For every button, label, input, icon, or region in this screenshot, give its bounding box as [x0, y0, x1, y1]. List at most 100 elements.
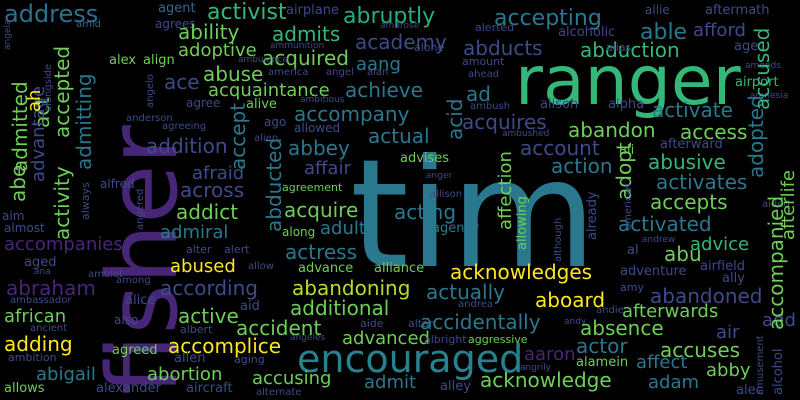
cloud-word: age [734, 39, 759, 54]
cloud-word: accept [226, 102, 250, 170]
cloud-word: anderson [126, 113, 173, 124]
cloud-word: according [160, 276, 258, 300]
cloud-word: abducted [262, 137, 286, 232]
cloud-word: al [627, 243, 639, 258]
cloud-word: abraham [6, 276, 96, 300]
cloud-word: allows [4, 381, 45, 396]
cloud-word: addition [146, 134, 228, 158]
cloud-word: airport [735, 75, 779, 90]
cloud-word: alcoholic [558, 25, 616, 40]
cloud-word: action [551, 154, 613, 178]
cloud-word: acknowledges [450, 260, 593, 284]
cloud-word: address [4, 0, 99, 28]
cloud-word: activist [207, 0, 287, 25]
cloud-word: agree [186, 96, 221, 110]
cloud-word: admit [364, 372, 417, 393]
cloud-word: alfred [100, 177, 135, 191]
cloud-word: acting [394, 200, 457, 224]
cloud-word: almost [4, 221, 45, 235]
cloud-word: admitting [72, 73, 96, 170]
cloud-word: access [680, 120, 748, 144]
cloud-word: activate [652, 98, 733, 122]
cloud-word: alert [224, 243, 250, 256]
cloud-word: abigail [36, 364, 96, 385]
cloud-word: abandoning [292, 276, 411, 300]
cloud-word: alerted [475, 21, 515, 34]
cloud-word: alone [414, 41, 445, 54]
cloud-word: amid [76, 19, 101, 30]
cloud-word: able [640, 20, 688, 45]
cloud-word: allow [248, 261, 274, 272]
cloud-word: alliance [374, 261, 425, 276]
cloud-word: alley [440, 379, 471, 394]
cloud-word: activity [50, 166, 74, 240]
cloud-word: albert [180, 323, 213, 336]
cloud-word: aided [762, 199, 790, 210]
cloud-word: advice [690, 234, 750, 255]
cloud-word: achieve [345, 78, 423, 102]
cloud-word: actually [426, 280, 505, 304]
cloud-word: allowed [294, 121, 341, 135]
cloud-word: ad [466, 82, 491, 106]
cloud-word: andrea [458, 299, 493, 310]
cloud-word: academy [355, 30, 447, 54]
cloud-word: aboard [535, 288, 606, 312]
cloud-word: abruptly [343, 4, 436, 29]
cloud-word: accompany [294, 102, 410, 126]
cloud-word: abby [706, 360, 751, 381]
cloud-word: afterward [660, 137, 723, 152]
cloud-word: ancient [30, 323, 68, 334]
cloud-word: acquire [284, 198, 359, 222]
cloud-word: aid [240, 299, 260, 314]
cloud-word: alan [367, 67, 389, 78]
cloud-word: ammunition [270, 41, 325, 51]
cloud-word: ahead [468, 69, 500, 80]
cloud-word: already [585, 191, 600, 240]
cloud-word: andy [564, 317, 587, 327]
cloud-word: allison [430, 189, 463, 200]
cloud-word: aang [356, 54, 401, 75]
cloud-word: alex [109, 53, 137, 68]
cloud-word: accidentally [420, 310, 541, 334]
cloud-word: accomplice [168, 334, 282, 358]
cloud-word: altar [408, 317, 434, 330]
cloud-word: ambush [470, 101, 511, 112]
cloud-word: abusive [648, 150, 726, 174]
cloud-word: air [716, 322, 740, 343]
cloud-word: admits [272, 22, 341, 46]
cloud-word: account [520, 136, 600, 160]
cloud-word: ace [164, 70, 200, 94]
cloud-word: angela [3, 19, 13, 51]
cloud-word: abduction [580, 38, 680, 62]
cloud-word: alamein [576, 355, 629, 370]
cloud-word: american [623, 183, 634, 230]
cloud-word: agreed [112, 343, 158, 358]
cloud-word: aging [234, 353, 265, 366]
cloud-word: agency [432, 221, 480, 236]
cloud-word: abuse [203, 62, 264, 86]
cloud-word: aggressive [468, 333, 528, 346]
cloud-word: abused [170, 256, 236, 277]
cloud-word: ambrose [380, 21, 420, 31]
cloud-word: america [268, 67, 309, 78]
cloud-word: ally [722, 271, 745, 286]
cloud-word: ago [264, 115, 287, 129]
cloud-word: angel [326, 67, 354, 78]
cloud-word: admiral [160, 222, 229, 243]
cloud-word: alison [540, 97, 579, 112]
cloud-word: alec [736, 383, 763, 398]
cloud-word: always [79, 182, 92, 220]
cloud-word: andie [596, 305, 624, 316]
cloud-word: aircraft [186, 381, 233, 396]
cloud-word: adoptive [178, 40, 257, 61]
cloud-word: amount [462, 55, 505, 68]
cloud-word: angelo [145, 74, 156, 108]
cloud-word: allowing [515, 196, 530, 250]
cloud-word: afterwards [622, 301, 719, 322]
cloud-word: abducts [463, 36, 543, 60]
cloud-word: accusing [252, 368, 332, 389]
cloud-word: accepted [50, 45, 74, 138]
cloud-word: allen [174, 351, 206, 366]
cloud-word: advanced [342, 328, 430, 349]
cloud-word: accused [750, 27, 774, 110]
